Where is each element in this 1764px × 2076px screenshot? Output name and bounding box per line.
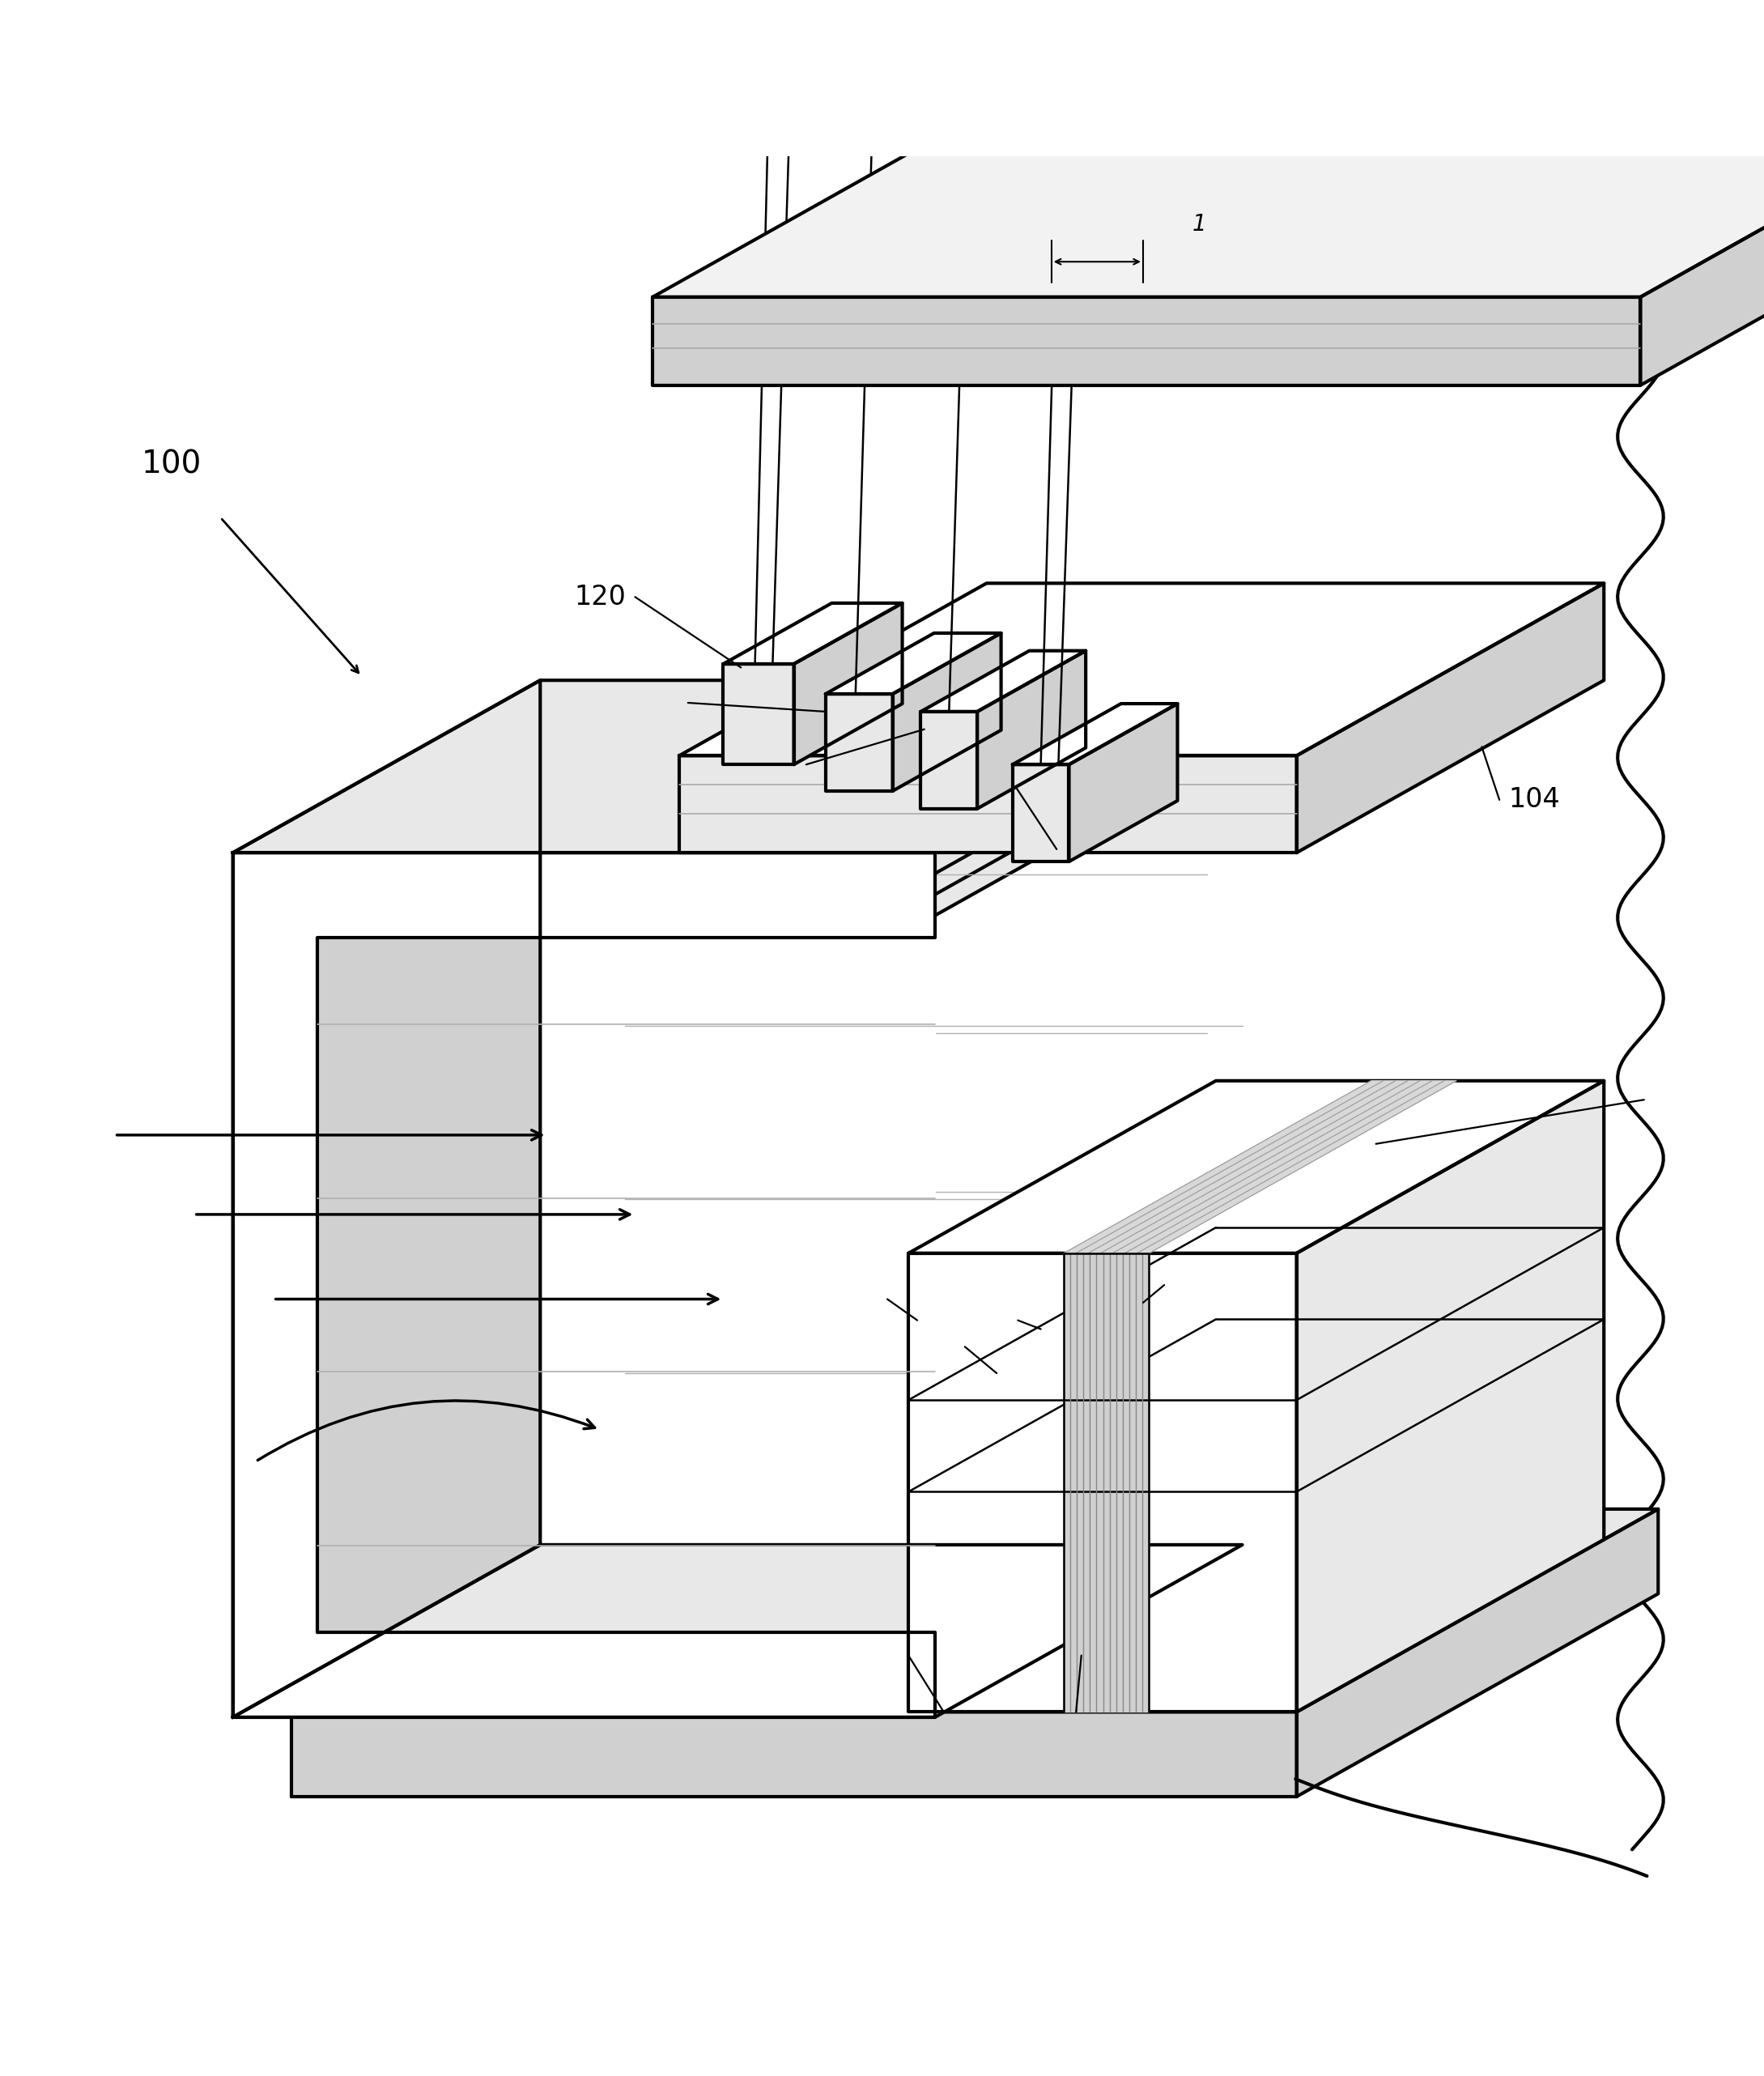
Polygon shape	[653, 141, 1764, 297]
Polygon shape	[423, 1426, 1143, 1599]
Polygon shape	[679, 583, 1603, 756]
Polygon shape	[423, 799, 1143, 972]
Text: 120: 120	[575, 583, 626, 610]
Text: 114: 114	[827, 1285, 878, 1312]
Polygon shape	[233, 681, 540, 1717]
Polygon shape	[679, 756, 1297, 853]
Polygon shape	[723, 604, 901, 664]
Polygon shape	[826, 633, 1000, 693]
Polygon shape	[977, 650, 1085, 810]
Polygon shape	[1641, 141, 1764, 386]
Polygon shape	[362, 932, 868, 1638]
Polygon shape	[423, 972, 836, 1599]
Text: 107: 107	[958, 1308, 1009, 1333]
Polygon shape	[826, 693, 893, 791]
Polygon shape	[233, 853, 935, 1717]
Text: 104: 104	[1508, 787, 1559, 814]
Text: 106: 106	[1173, 1273, 1224, 1298]
Polygon shape	[1013, 764, 1069, 862]
Polygon shape	[362, 932, 868, 1638]
Polygon shape	[233, 853, 935, 1717]
Polygon shape	[1069, 704, 1177, 862]
Text: 112: 112	[1385, 1131, 1436, 1156]
Polygon shape	[653, 297, 1641, 386]
Polygon shape	[1064, 1254, 1148, 1713]
Polygon shape	[908, 1254, 1297, 1713]
Polygon shape	[296, 1505, 1207, 1677]
Text: PRIOR ART: PRIOR ART	[1367, 1275, 1596, 1312]
Text: 123: 123	[746, 752, 797, 778]
Polygon shape	[1297, 583, 1603, 853]
Polygon shape	[1064, 1082, 1457, 1254]
Polygon shape	[296, 720, 603, 1677]
Polygon shape	[423, 799, 730, 1599]
Text: 102: 102	[1090, 1642, 1141, 1669]
Text: FIG. 1: FIG. 1	[1411, 1194, 1552, 1235]
Polygon shape	[1297, 1509, 1658, 1796]
Text: 1: 1	[1192, 212, 1207, 235]
Polygon shape	[233, 681, 1242, 853]
Polygon shape	[233, 1545, 1242, 1717]
Polygon shape	[1013, 704, 1177, 764]
Polygon shape	[362, 760, 669, 1638]
Text: 108: 108	[905, 1333, 956, 1360]
Polygon shape	[291, 1509, 1658, 1713]
Text: 121: 121	[997, 837, 1048, 864]
Polygon shape	[296, 720, 1207, 893]
Polygon shape	[908, 1082, 1603, 1254]
Polygon shape	[921, 712, 977, 810]
Polygon shape	[1297, 1082, 1603, 1713]
Polygon shape	[362, 760, 1175, 932]
Polygon shape	[296, 893, 900, 1677]
Polygon shape	[921, 650, 1085, 712]
Polygon shape	[723, 664, 794, 764]
Polygon shape	[362, 1466, 1175, 1638]
Text: 100: 100	[141, 448, 201, 480]
Text: 122: 122	[628, 689, 679, 716]
Polygon shape	[291, 1713, 1297, 1796]
Polygon shape	[794, 604, 901, 764]
Polygon shape	[893, 633, 1000, 791]
Polygon shape	[423, 972, 836, 1599]
Text: 130: 130	[848, 1642, 900, 1669]
Polygon shape	[296, 893, 900, 1677]
Text: 160: 160	[293, 1515, 344, 1542]
